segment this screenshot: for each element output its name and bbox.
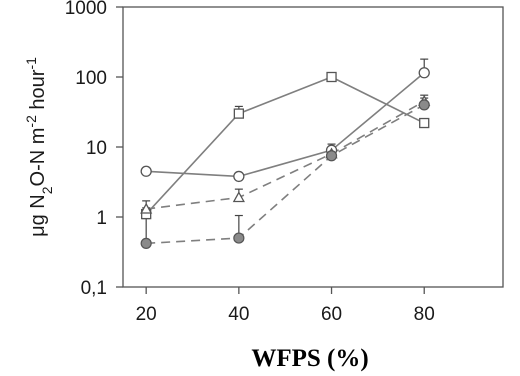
- y-tick-label: 0,1: [81, 278, 107, 299]
- data-point-circle-open: [418, 67, 430, 79]
- y-tick-label: 1000: [65, 0, 107, 19]
- data-point-triangle: [232, 191, 245, 203]
- series-line: [145, 76, 425, 215]
- y-axis-title: μg N2O-N m-2 hour-1: [23, 57, 55, 237]
- data-point-square: [419, 117, 430, 129]
- data-point-circle-open: [233, 170, 245, 183]
- x-axis-title: WFPS (%): [251, 345, 368, 372]
- data-point-circle-open: [140, 165, 152, 177]
- data-point-circle-filled: [233, 232, 245, 244]
- data-point-circle-filled: [325, 150, 338, 162]
- data-point-square: [326, 71, 337, 83]
- series-line: [146, 100, 425, 210]
- y-axis-title-sub: 2: [39, 186, 55, 194]
- data-point-circle-filled: [418, 99, 430, 111]
- x-tick-label: 40: [228, 304, 249, 325]
- x-tick-label: 20: [136, 304, 157, 325]
- series-line: [146, 72, 425, 178]
- x-tick-label: 80: [414, 304, 435, 325]
- y-tick-label: 10: [86, 138, 107, 159]
- data-point-circle-filled: [140, 237, 152, 249]
- y-axis-title-prefix: μg N: [27, 194, 49, 237]
- y-axis-title-sup1: -2: [23, 115, 39, 128]
- x-tick-label: 60: [321, 304, 342, 325]
- y-tick-label: 100: [75, 68, 107, 89]
- series-line: [146, 104, 425, 245]
- y-axis-title-mid2: hour: [27, 69, 49, 115]
- data-point-square: [233, 108, 245, 119]
- data-point-triangle: [140, 202, 153, 214]
- y-tick-label: 1: [96, 208, 107, 229]
- plot-frame: [122, 6, 504, 288]
- y-axis-title-sup2: -1: [23, 57, 39, 70]
- y-axis-title-mid: O-N m: [27, 128, 49, 187]
